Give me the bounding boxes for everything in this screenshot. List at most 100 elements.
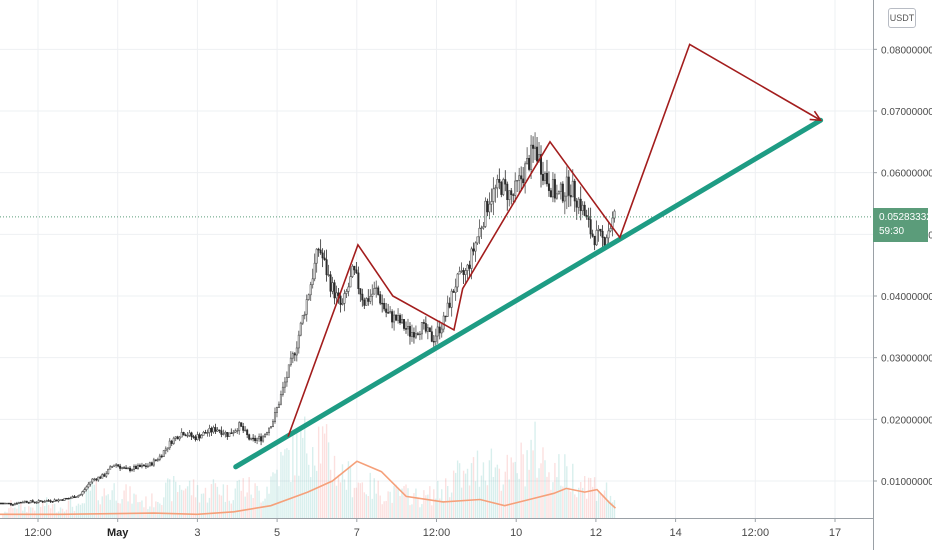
candle-body	[450, 290, 453, 308]
candle-body	[299, 322, 302, 336]
candle-body	[79, 494, 82, 496]
volume-bar	[570, 491, 572, 518]
volume-bar	[290, 482, 292, 518]
candle-body	[87, 483, 90, 488]
candle-body	[188, 432, 191, 436]
volume-bar	[236, 480, 238, 518]
volume-bar	[524, 486, 526, 518]
candle-body	[208, 427, 211, 433]
volume-bar	[129, 486, 131, 518]
candle-body	[140, 464, 143, 468]
pattern-drawing[interactable]	[287, 43, 822, 437]
volume-bar	[93, 484, 96, 518]
currency-button[interactable]: USDT	[888, 8, 916, 28]
candle-body	[303, 313, 306, 316]
candle-body	[232, 432, 235, 434]
candle-body	[230, 432, 233, 434]
volume-bar	[466, 468, 469, 518]
candle-body	[414, 333, 417, 338]
volume-bar	[375, 493, 377, 518]
candle-body	[363, 299, 366, 306]
volume-bar	[433, 489, 435, 518]
candle-body	[293, 353, 296, 356]
volume-bar	[20, 502, 22, 518]
volume-bar	[496, 464, 499, 518]
volume-bar	[587, 477, 590, 518]
volume-bar	[321, 426, 324, 518]
volume-bar	[544, 460, 546, 518]
time-axis[interactable]: 12:00 May 3 5 7 12:00 10 12 14 12:00 17	[24, 518, 841, 539]
candle-body	[75, 496, 78, 499]
candle-body	[291, 353, 294, 359]
volume-bar	[256, 485, 258, 518]
volume-bar	[460, 487, 463, 518]
candle-body	[551, 179, 554, 198]
candle-body	[252, 437, 255, 440]
candle-body	[581, 204, 584, 212]
candle-body	[13, 503, 16, 505]
y-tick-label: 0.01000000	[881, 477, 932, 488]
volume-bar	[212, 479, 215, 518]
candle-body	[212, 427, 215, 433]
volume-bar	[274, 473, 276, 518]
candle-body	[162, 450, 165, 457]
candle-body	[91, 478, 94, 483]
y-tick-label: 0.02000000	[881, 415, 932, 426]
candle-body	[438, 326, 441, 334]
candle-body	[317, 248, 320, 251]
volume-bar	[222, 484, 225, 518]
candle-body	[480, 227, 483, 230]
volume-bar	[595, 500, 598, 518]
volume-bar	[69, 498, 72, 518]
volume-bar	[593, 477, 596, 518]
price-axis[interactable]: 0.080000000.070000000.060000000.05000000…	[873, 45, 932, 488]
volume-bar	[413, 493, 415, 518]
volume-bar	[101, 496, 103, 518]
candle-body	[250, 437, 253, 440]
volume-bar	[18, 503, 20, 518]
volume-bar	[214, 483, 217, 518]
candle-body	[1, 502, 4, 505]
volume-bar	[597, 490, 600, 518]
volume-bar	[589, 478, 592, 518]
candle-body	[405, 328, 408, 330]
candle-body	[399, 315, 402, 324]
candle-body	[323, 257, 326, 260]
volume-bar	[359, 483, 362, 518]
volume-bars	[2, 416, 616, 518]
candle-body	[440, 328, 443, 334]
candle-body	[309, 284, 312, 296]
volume-bar	[562, 486, 564, 518]
volume-bar	[333, 455, 336, 518]
candle-body	[182, 432, 185, 436]
volume-bar	[238, 479, 240, 518]
candle-body	[39, 500, 42, 502]
volume-bar	[292, 429, 294, 518]
volume-bar	[613, 500, 616, 518]
volume-bar	[508, 479, 510, 518]
volume-bar	[165, 482, 167, 518]
volume-bar	[141, 500, 143, 518]
candle-body	[418, 333, 421, 336]
volume-bar	[151, 493, 153, 518]
volume-bar	[443, 500, 445, 518]
candle-body	[500, 182, 503, 195]
candle-body	[37, 500, 40, 503]
volume-bar	[40, 506, 42, 518]
candle-body	[29, 500, 32, 504]
candle-body	[393, 314, 396, 323]
volume-bar	[341, 464, 344, 518]
candle-body	[289, 357, 292, 366]
volume-bar	[601, 494, 604, 518]
volume-bar	[339, 482, 342, 518]
candle-body	[575, 200, 578, 208]
candle-body	[331, 282, 334, 292]
volume-bar	[240, 490, 242, 518]
trendline[interactable]	[233, 117, 824, 470]
volume-bar	[609, 495, 612, 518]
volume-bar	[6, 512, 8, 518]
volume-bar	[554, 462, 556, 518]
candle-body	[138, 464, 141, 468]
candle-body	[361, 293, 364, 301]
